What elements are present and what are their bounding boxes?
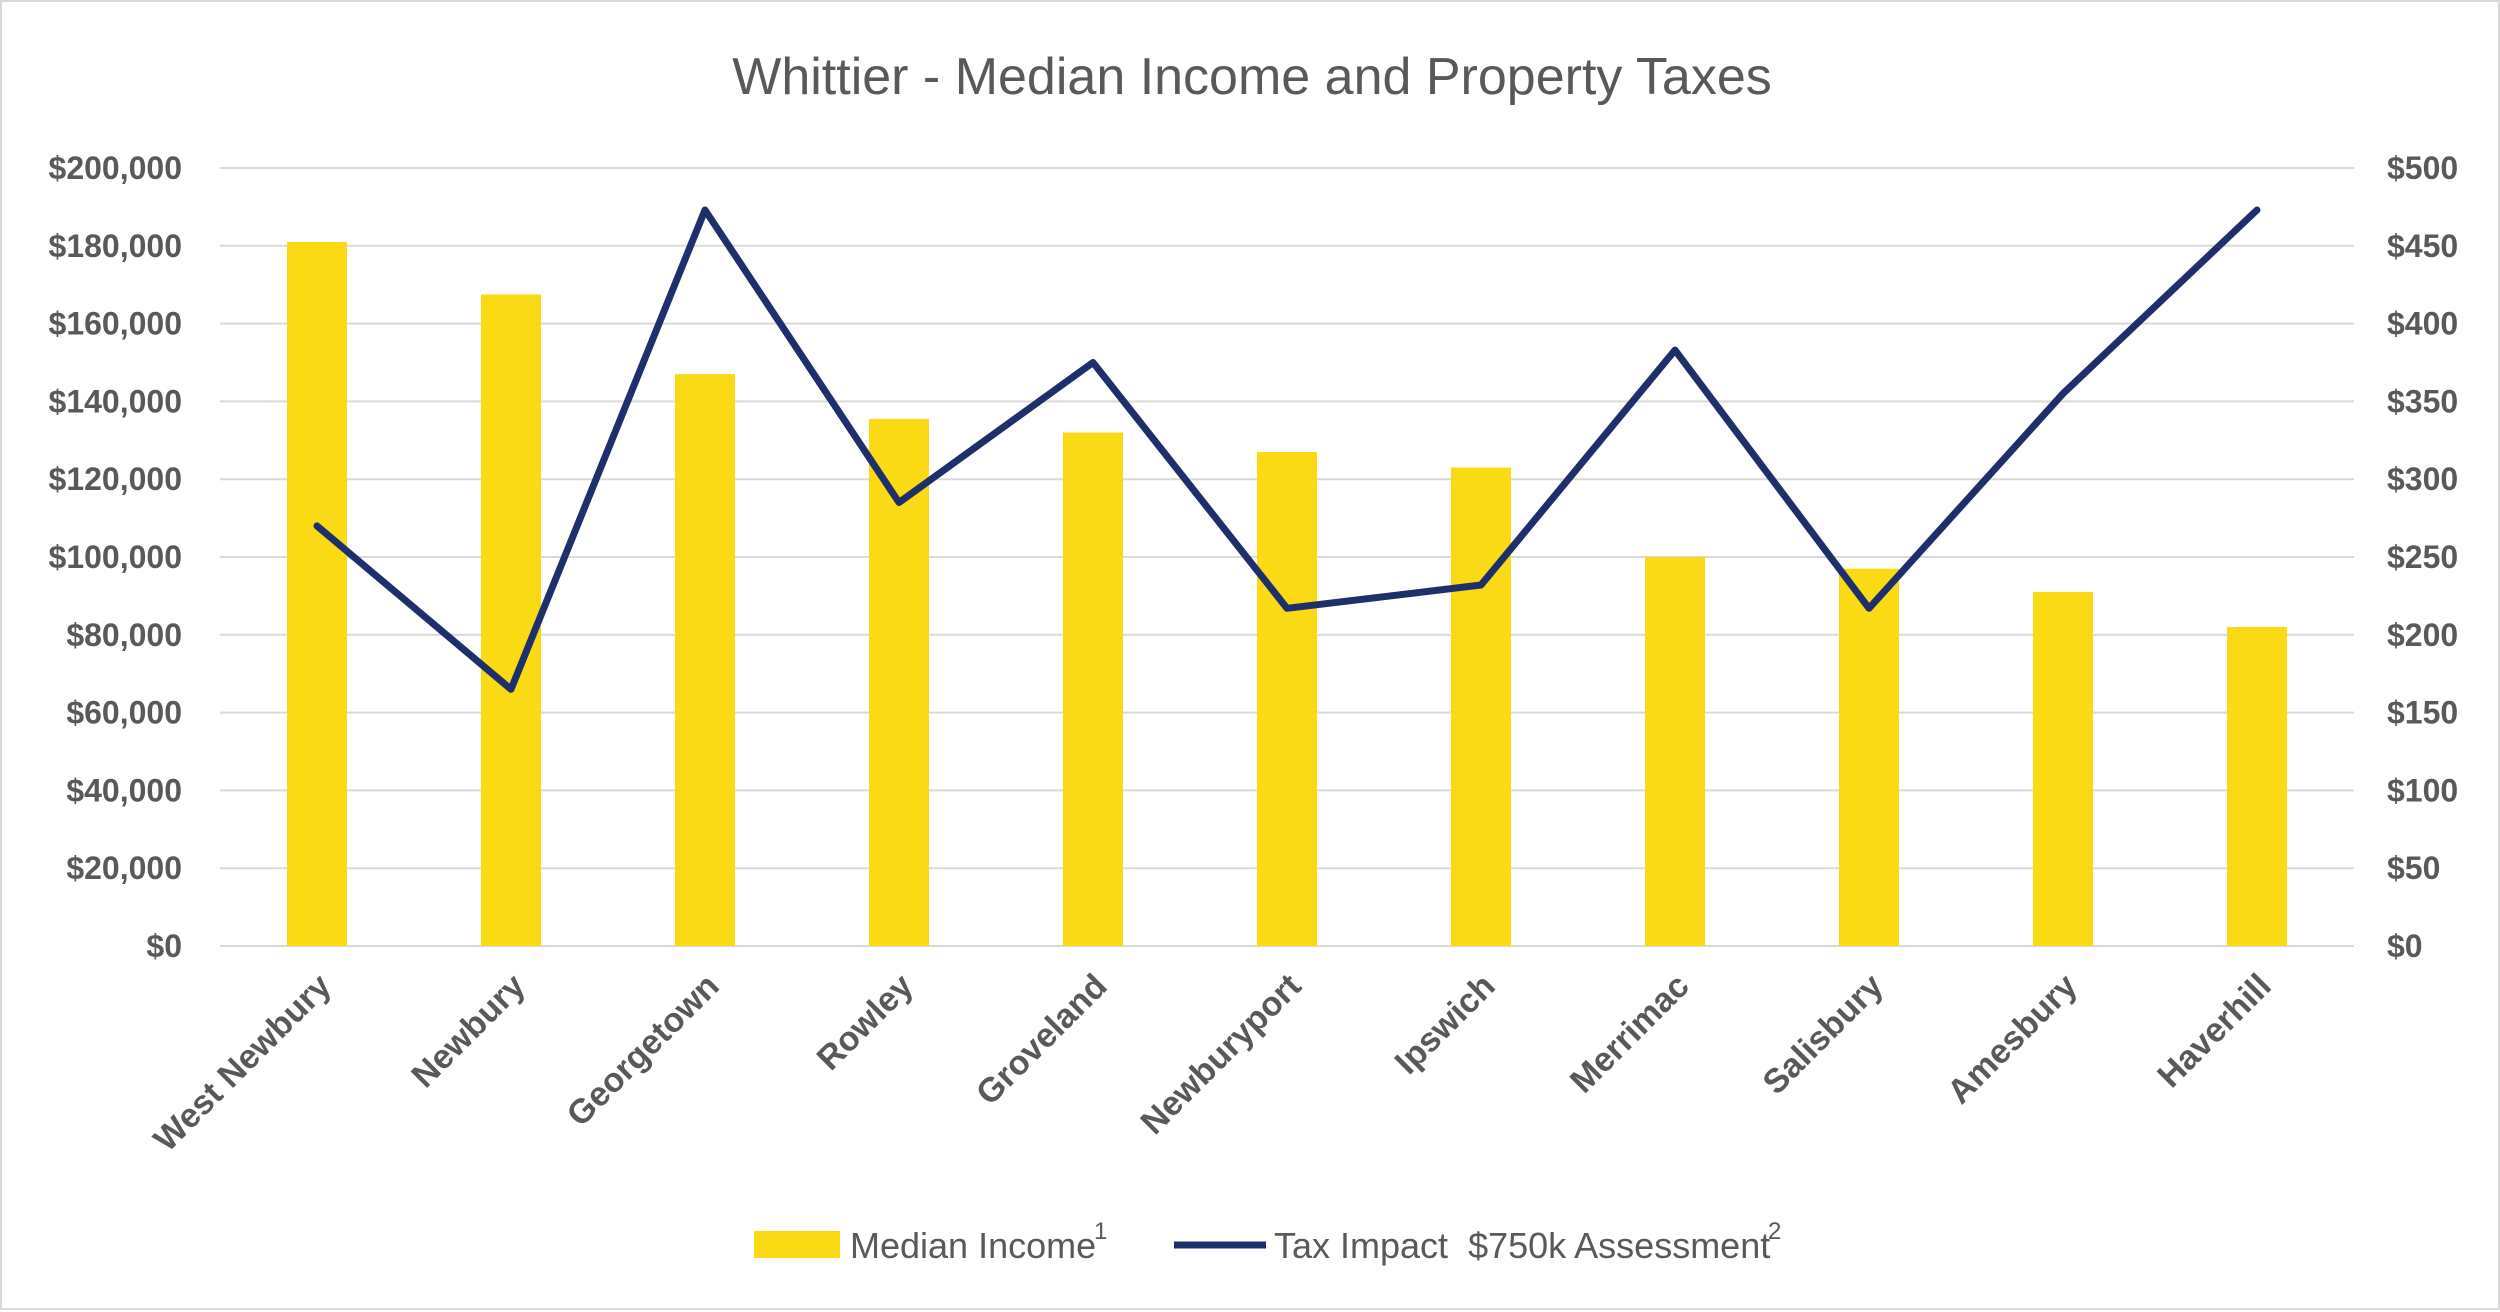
bar-salisbury [1839,569,1899,946]
legend-label-median-income: Median Income [850,1225,1096,1266]
bar-haverhill [2227,627,2287,946]
legend-swatch-median-income [754,1231,840,1258]
category-label: West Newbury [147,967,339,1159]
category-label: Georgetown [560,967,727,1134]
bar-newbury [481,294,541,946]
category-label: Newburyport [1134,967,1309,1142]
category-label: Rowley [810,967,921,1078]
right-axis-tick-label: $200 [2387,617,2458,653]
category-label: Newbury [404,967,532,1095]
legend-sup-tax-impact: 2 [1768,1218,1781,1245]
bar-ipswich [1451,468,1511,946]
right-axis-tick-label: $0 [2387,928,2423,964]
left-axis-tick-label: $160,000 [49,306,182,342]
left-axis-tick-label: $140,000 [49,383,182,419]
category-label: Merrimac [1563,967,1697,1101]
left-axis-tick-label: $0 [146,928,182,964]
category-label: Ipswich [1388,967,1503,1082]
right-axis-tick-label: $50 [2387,850,2440,886]
bar-west-newbury [287,242,347,946]
bar-merrimac [1645,557,1705,946]
legend-sup-median-income: 1 [1094,1218,1107,1245]
bar-georgetown [675,374,735,946]
legend: Median Income 1 Tax Impact $750k Assessm… [754,1218,1781,1266]
right-axis-tick-label: $100 [2387,772,2458,808]
left-axis-tick-label: $40,000 [66,772,182,808]
chart-title: Whittier - Median Income and Property Ta… [732,48,1772,106]
category-label: Salisbury [1756,967,1891,1102]
right-axis-tick-label: $250 [2387,539,2458,575]
left-axis-tick-label: $180,000 [49,228,182,264]
bar-amesbury [2033,592,2093,946]
bar-newburyport [1257,452,1317,946]
category-label: Amesbury [1940,967,2085,1112]
bar-series [287,242,2287,946]
right-axis-tick-label: $400 [2387,306,2458,342]
right-axis-tick-label: $500 [2387,150,2458,186]
right-axis-tick-label: $450 [2387,228,2458,264]
left-axis-tick-label: $120,000 [49,461,182,497]
category-label: Groveland [969,967,1115,1113]
right-axis-tick-label: $300 [2387,461,2458,497]
left-axis-tick-label: $80,000 [66,617,182,653]
right-axis-tick-label: $350 [2387,383,2458,419]
right-axis-tick-label: $150 [2387,695,2458,731]
legend-label-tax-impact: Tax Impact $750k Assessment [1274,1225,1770,1266]
left-axis-tick-label: $20,000 [66,850,182,886]
bar-groveland [1063,433,1123,946]
left-axis-tick-label: $60,000 [66,695,182,731]
right-y-axis: $0 $50 $100 $150 $200 $250 $300 $350 $400 $450 $50… [2387,150,2458,964]
category-label: Haverhill [2150,967,2278,1095]
left-axis-tick-label: $100,000 [49,539,182,575]
left-axis-tick-label: $200,000 [49,150,182,186]
left-y-axis: $0 $20,000 $40,000 $60,000 $80,000 $100,000 $1… [49,150,182,964]
